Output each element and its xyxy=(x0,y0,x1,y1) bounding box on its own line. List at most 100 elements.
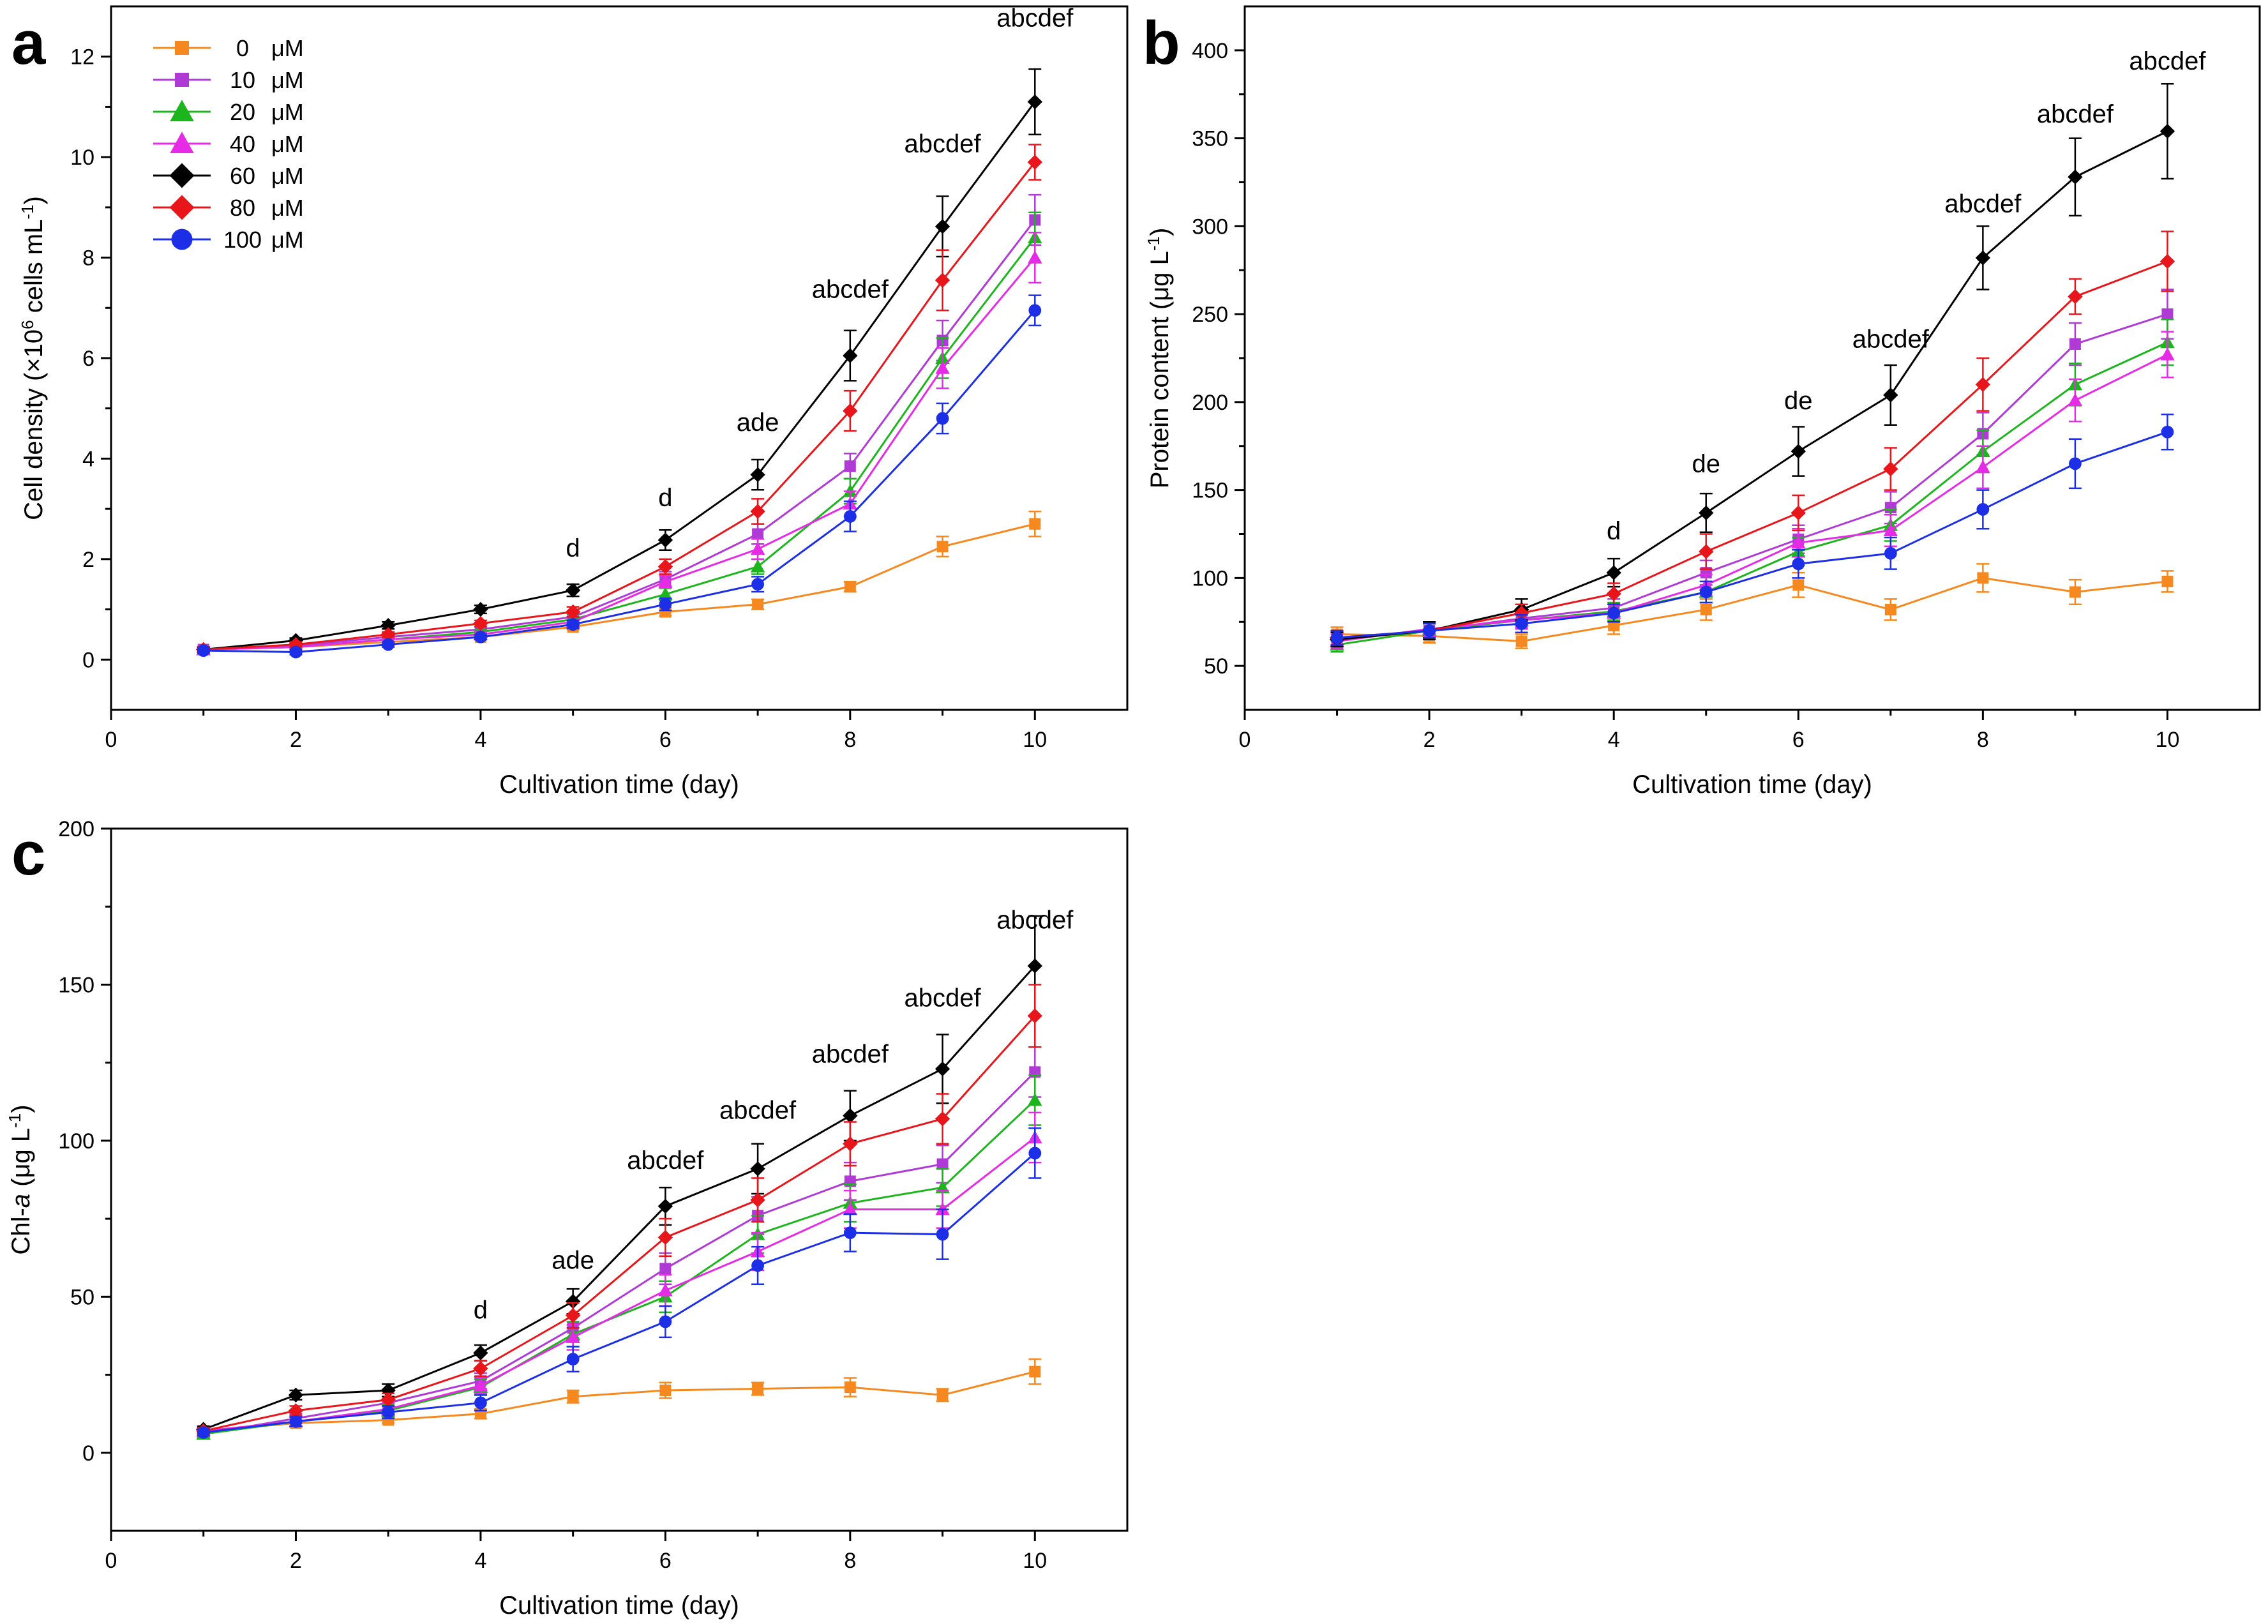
panel-c-series-line xyxy=(203,1371,1035,1432)
panel-a-data-point xyxy=(658,587,673,600)
panel-c-data-point xyxy=(289,1415,303,1428)
panel-b-data-point xyxy=(1515,635,1528,647)
panel-a-y-axis-label: Cell density (×106 cells mL-1) xyxy=(18,196,48,520)
panel-b-annotations: d de de abcdef abcdef abcdef abcdef xyxy=(1607,47,2206,545)
panel-c-y-tick-label: 150 xyxy=(58,973,94,997)
legend-unit: μM xyxy=(271,163,304,189)
panel-b-data-point xyxy=(2160,347,2175,361)
panel-b: b Cultivation time (day) Protein content… xyxy=(1143,5,2261,799)
panel-a-y-tick-label: 0 xyxy=(82,648,94,672)
panel-b-y-tick-label: 150 xyxy=(1192,479,1228,503)
panel-b-data-point xyxy=(1606,586,1621,601)
panel-b-data-point xyxy=(1791,536,1806,549)
panel-a-y-tick-label: 4 xyxy=(82,447,94,471)
panel-b-data-point xyxy=(1883,387,1898,403)
panel-a-data-point xyxy=(843,510,857,523)
panel-a-data-point xyxy=(752,598,764,610)
panel-a-data-point xyxy=(473,601,488,617)
panel-b-data-point xyxy=(1423,624,1436,637)
panel-b-data-point xyxy=(1975,250,1991,266)
panel-b-data-point xyxy=(1976,460,1990,473)
panel-a-significance-label: d xyxy=(566,534,580,562)
legend-marker xyxy=(175,41,189,55)
panel-a-data-point xyxy=(658,575,673,588)
panel-a-data-point xyxy=(843,348,858,363)
panel-b-data-point xyxy=(1884,603,1896,615)
panel-c: c Cultivation time (day) Chl-a (μg L-1) … xyxy=(5,817,1129,1620)
panel-a-x-tick-label: 6 xyxy=(659,728,672,752)
panel-b-data-point xyxy=(1699,505,1714,521)
legend-item: 80 μM xyxy=(153,195,304,221)
panel-a-data-point xyxy=(750,541,765,555)
panel-b-data-point xyxy=(1607,606,1621,620)
panel-b-x-tick-label: 4 xyxy=(1608,728,1620,752)
panel-b-data-point xyxy=(1515,617,1528,630)
panel-a-data-point xyxy=(657,532,673,548)
panel-a-data-point xyxy=(1028,250,1042,264)
panel-b-data-point xyxy=(1700,603,1712,615)
panel-a-series-line xyxy=(203,310,1036,653)
panel-a-data-point xyxy=(935,361,950,374)
panel-a-data-point xyxy=(935,273,950,288)
panel-c-y-tick-label: 50 xyxy=(70,1285,94,1309)
panel-b-data-point xyxy=(2161,308,2174,320)
panel-c-y-tick-label: 0 xyxy=(82,1441,94,1466)
panel-b-significance-label: de xyxy=(1784,387,1813,415)
panel-c-data-point xyxy=(750,1161,765,1177)
legend-item: 20 μM xyxy=(153,99,304,125)
panel-a-x-tick-label: 8 xyxy=(844,728,856,752)
panel-c-data-point xyxy=(843,1226,857,1240)
legend-item: 10 μM xyxy=(153,67,304,93)
panel-c-data-point xyxy=(1028,1093,1042,1106)
panel-a-significance-label: d xyxy=(658,484,672,512)
panel-b-x-tick-label: 0 xyxy=(1239,728,1251,752)
panel-a-data-point xyxy=(657,559,673,575)
panel-b-data-point xyxy=(1884,502,1896,514)
panel-c-x-tick-label: 10 xyxy=(1023,1549,1047,1573)
panel-c-data-point xyxy=(657,1229,673,1245)
panel-a-x-axis-label: Cultivation time (day) xyxy=(499,771,739,799)
panel-a-data-point xyxy=(1027,94,1042,110)
panel-c-series-line xyxy=(203,1015,1036,1432)
panel-a-data-point xyxy=(1028,304,1042,317)
panel-c-data-point xyxy=(1027,1008,1042,1024)
panel-c-data-point xyxy=(659,1263,672,1275)
panel-b-data-point xyxy=(2161,575,2174,587)
panel-c-data-point xyxy=(473,1378,488,1392)
panel-c-series-line xyxy=(203,1152,1036,1434)
panel-a-data-point xyxy=(750,559,765,573)
panel-c-significance-label: abcdef xyxy=(627,1147,704,1175)
legend-item: 40 μM xyxy=(153,131,304,157)
panel-c-data-point xyxy=(380,1392,396,1408)
panel-a-data-point xyxy=(289,645,303,659)
panel-b-series-line xyxy=(1337,576,2168,643)
panel-c-x-tick-label: 0 xyxy=(105,1549,117,1573)
panel-a-data-point xyxy=(1029,518,1041,530)
panel-c-data-point xyxy=(382,1406,395,1419)
panel-a-data-point xyxy=(380,627,396,642)
panel-c-data-point xyxy=(566,1353,580,1366)
legend-item: 60 μM xyxy=(153,163,304,189)
panel-a-data-point xyxy=(751,578,764,591)
panel-a-y-tick-label: 6 xyxy=(82,347,94,371)
legend-marker xyxy=(169,163,195,188)
panel-a-data-point xyxy=(380,618,396,633)
panel-a: a Cultivation time (day) Cell density (×… xyxy=(11,4,1129,799)
panel-a-data-point xyxy=(565,582,581,598)
panel-b-series xyxy=(1329,82,2175,653)
panel-c-data-point xyxy=(750,1192,765,1208)
panel-a-data-point xyxy=(843,403,858,419)
panel-a-significance-label: abcdef xyxy=(904,130,981,158)
panel-b-x-tick-label: 8 xyxy=(1977,728,1989,752)
panel-c-significance-label: d xyxy=(474,1297,488,1325)
panel-b-significance-label: abcdef xyxy=(1944,190,2022,218)
panel-c-x-tick-label: 8 xyxy=(844,1549,856,1573)
panel-b-data-point xyxy=(1699,585,1713,599)
panel-c-data-point xyxy=(752,1383,764,1395)
panel-b-series-line xyxy=(1337,354,2168,643)
panel-b-data-point xyxy=(2161,425,2174,439)
panel-c-series-line xyxy=(203,1071,1036,1435)
panel-b-data-point xyxy=(1606,565,1621,580)
panel-a-data-point xyxy=(844,581,856,593)
